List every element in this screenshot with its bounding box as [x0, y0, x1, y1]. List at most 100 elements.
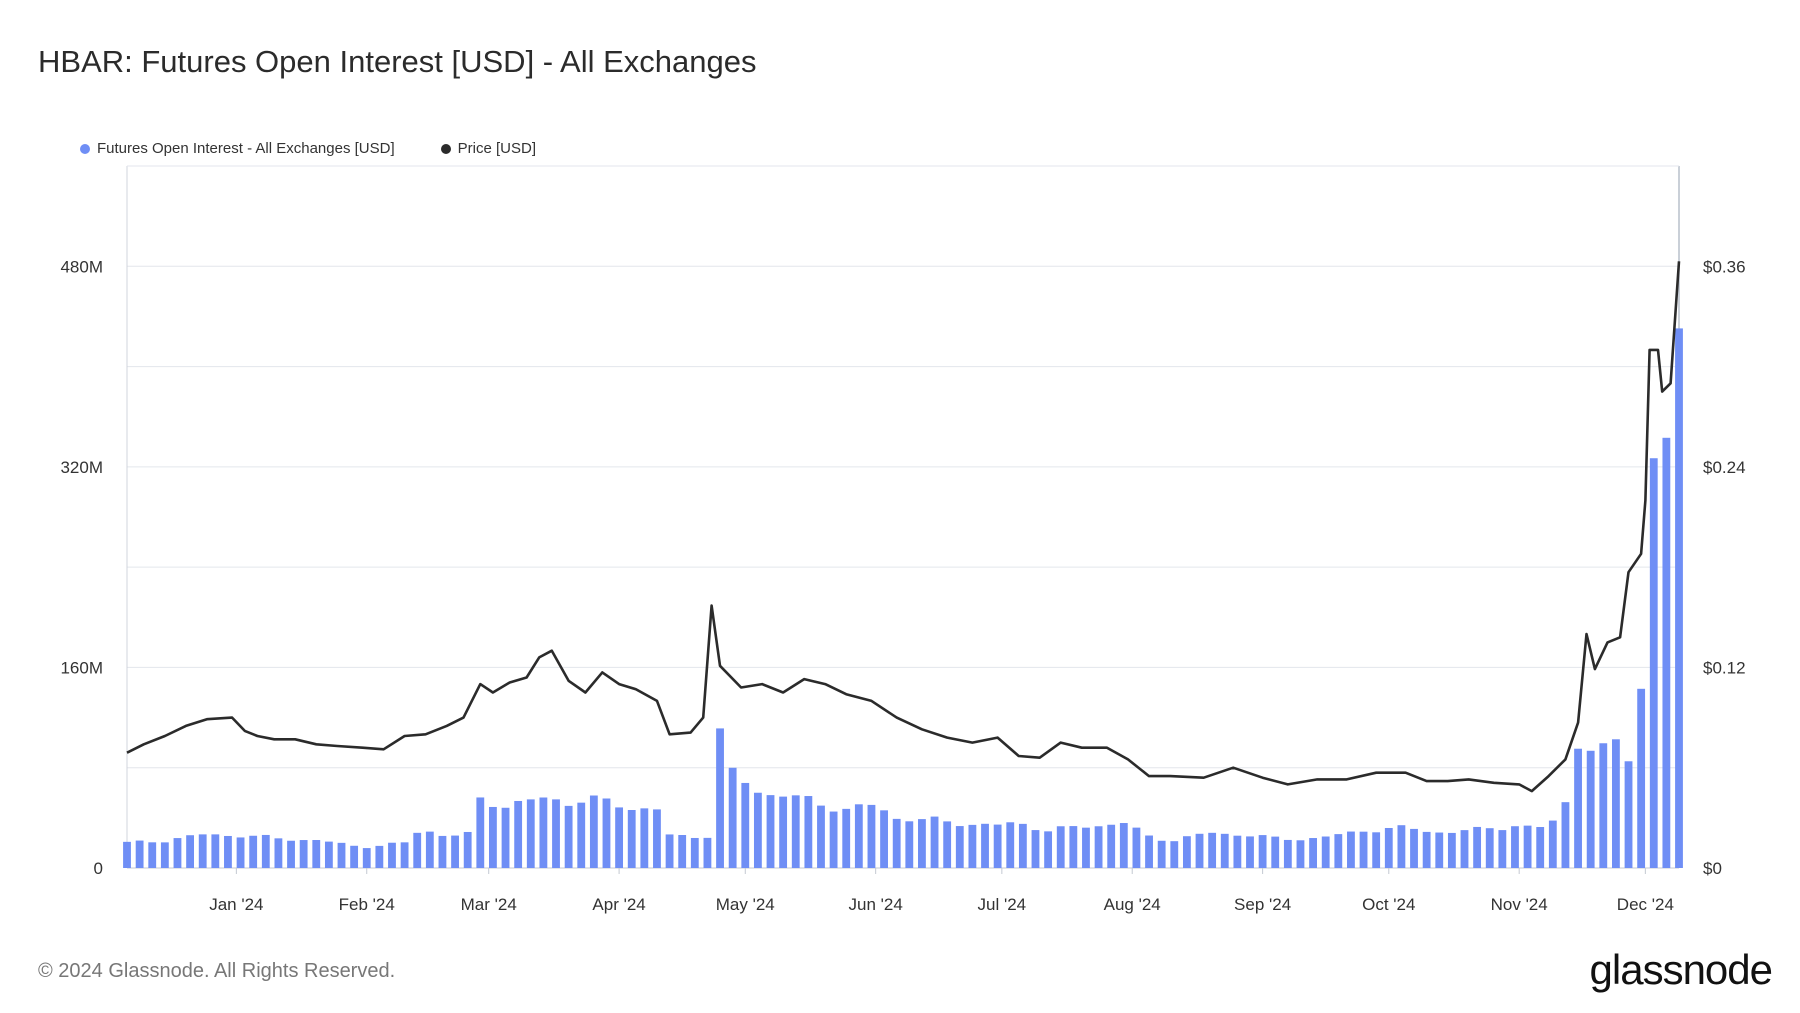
open-interest-bar — [198, 834, 207, 868]
glassnode-logo: glassnode — [1589, 946, 1773, 993]
open-interest-bar — [1283, 839, 1292, 868]
open-interest-bar — [501, 807, 510, 868]
open-interest-bar — [1485, 828, 1494, 868]
open-interest-bar — [135, 840, 144, 868]
legend-swatch-open-interest — [80, 143, 90, 154]
open-interest-bar — [1056, 826, 1065, 868]
open-interest-bar — [337, 842, 346, 868]
legend-item-price[interactable]: Price [USD] — [440, 140, 536, 157]
open-interest-bar — [1018, 823, 1027, 868]
open-interest-bar — [1586, 750, 1595, 868]
open-interest-bar — [476, 797, 485, 868]
y-left-tick-label: 160M — [60, 658, 103, 677]
y-left-tick-label: 0 — [94, 859, 103, 878]
open-interest-bar — [564, 805, 573, 868]
open-interest-bar — [1536, 827, 1545, 868]
open-interest-bar — [1359, 831, 1368, 868]
open-interest-bar — [1561, 802, 1570, 868]
open-interest-bar — [829, 811, 838, 868]
open-interest-bar — [753, 792, 762, 868]
chart-title: HBAR: Futures Open Interest [USD] - All … — [38, 44, 757, 79]
open-interest-bar — [766, 795, 775, 868]
copyright-footer: © 2024 Glassnode. All Rights Reserved. — [38, 960, 396, 982]
open-interest-bar — [981, 823, 989, 868]
open-interest-bar — [665, 834, 674, 868]
open-interest-bar — [653, 809, 661, 868]
open-interest-bar — [1145, 835, 1153, 868]
open-interest-bar — [160, 842, 169, 868]
open-interest-bar — [1006, 822, 1015, 868]
open-interest-bar — [728, 767, 737, 868]
open-interest-bar — [918, 819, 926, 868]
open-interest-bar — [1511, 826, 1519, 868]
open-interest-bar — [905, 821, 914, 868]
open-interest-bar — [173, 838, 182, 868]
open-interest-bar — [261, 834, 270, 868]
open-interest-bar — [1347, 831, 1355, 868]
legend-swatch-price — [440, 143, 451, 154]
legend-label-price: Price [USD] — [457, 140, 536, 157]
open-interest-bar — [463, 831, 472, 868]
open-interest-bar — [880, 810, 888, 868]
open-interest-bar — [224, 835, 232, 868]
open-interest-bar — [1246, 836, 1254, 868]
open-interest-bar — [716, 728, 724, 868]
open-interest-bar — [1208, 832, 1217, 868]
price-line — [126, 261, 1681, 793]
open-interest-bar — [1157, 840, 1166, 868]
open-interest-bar — [1523, 825, 1532, 868]
y-right-tick-label: $0.36 — [1703, 257, 1746, 276]
open-interest-bar — [526, 799, 535, 868]
open-interest-bar — [1220, 833, 1229, 868]
open-interest-bar — [274, 838, 283, 868]
open-interest-bar — [1233, 835, 1242, 868]
open-interest-bar — [1107, 824, 1116, 868]
open-interest-bar — [236, 837, 245, 868]
open-interest-bar — [148, 842, 157, 868]
x-tick-label: Jun '24 — [849, 895, 903, 914]
open-interest-bar — [817, 805, 825, 868]
open-interest-bar — [425, 831, 434, 868]
open-interest-bar — [930, 816, 939, 868]
y-left-tick-label: 320M — [60, 458, 103, 477]
open-interest-bar — [615, 807, 624, 868]
x-tick-label: Sep '24 — [1234, 895, 1291, 914]
open-interest-bar — [993, 824, 1002, 868]
x-tick-label: Apr '24 — [592, 895, 645, 914]
open-interest-bar — [1460, 830, 1469, 868]
open-interest-bar — [589, 795, 598, 868]
open-interest-bar — [1031, 830, 1040, 868]
open-interest-bar — [1649, 458, 1658, 868]
open-interest-bar — [779, 796, 788, 868]
x-tick-label: Dec '24 — [1617, 895, 1674, 914]
y-right-tick-label: $0.12 — [1703, 658, 1746, 677]
open-interest-bar — [1321, 836, 1330, 868]
open-interest-bar — [1574, 748, 1582, 868]
open-interest-bar — [867, 804, 876, 868]
open-interest-bar — [1069, 826, 1078, 868]
open-interest-bar — [249, 835, 258, 868]
open-interest-bar — [299, 840, 308, 868]
open-interest-bar — [1599, 743, 1608, 868]
open-interest-bar — [1132, 827, 1141, 868]
open-interest-bar — [451, 835, 459, 868]
open-interest-bar — [1435, 832, 1444, 868]
open-interest-bar — [350, 845, 359, 868]
open-interest-bar — [1611, 739, 1620, 868]
open-interest-bar — [1624, 761, 1633, 868]
open-interest-bar — [791, 795, 800, 868]
legend-item-open-interest[interactable]: Futures Open Interest - All Exchanges [U… — [80, 140, 395, 157]
open-interest-bar — [1447, 832, 1456, 868]
open-interest-bar — [1271, 836, 1280, 868]
open-interest-bar — [324, 841, 333, 868]
open-interest-bar — [1195, 833, 1204, 868]
open-interest-bar — [1119, 823, 1128, 868]
open-interest-bar — [413, 832, 422, 868]
open-interest-bar — [1397, 825, 1406, 868]
y-right-tick-label: $0.24 — [1703, 458, 1746, 477]
open-interest-bar — [627, 810, 636, 868]
open-interest-bar — [690, 837, 699, 868]
x-tick-label: Aug '24 — [1104, 895, 1161, 914]
open-interest-bar — [552, 799, 560, 868]
